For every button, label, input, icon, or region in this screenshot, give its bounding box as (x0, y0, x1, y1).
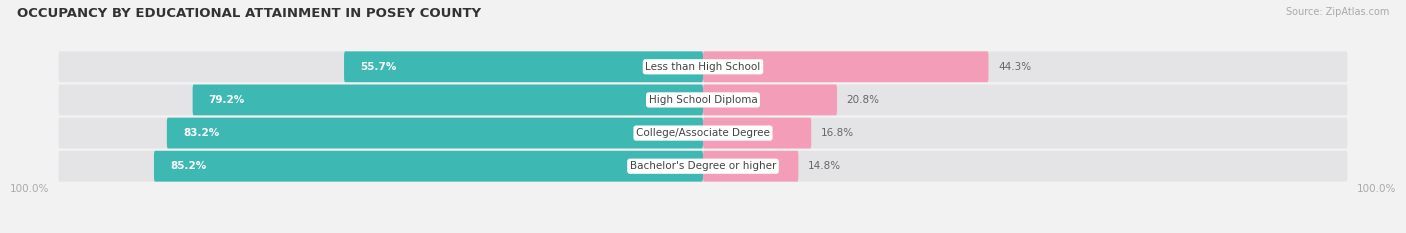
Text: Less than High School: Less than High School (645, 62, 761, 72)
FancyBboxPatch shape (167, 118, 703, 148)
FancyBboxPatch shape (703, 51, 988, 82)
FancyBboxPatch shape (59, 118, 1347, 148)
Text: Source: ZipAtlas.com: Source: ZipAtlas.com (1285, 7, 1389, 17)
Text: 83.2%: 83.2% (183, 128, 219, 138)
Text: 20.8%: 20.8% (846, 95, 880, 105)
Text: 85.2%: 85.2% (170, 161, 207, 171)
Text: High School Diploma: High School Diploma (648, 95, 758, 105)
Text: OCCUPANCY BY EDUCATIONAL ATTAINMENT IN POSEY COUNTY: OCCUPANCY BY EDUCATIONAL ATTAINMENT IN P… (17, 7, 481, 20)
Text: 100.0%: 100.0% (1357, 184, 1396, 194)
Text: Bachelor's Degree or higher: Bachelor's Degree or higher (630, 161, 776, 171)
Text: 100.0%: 100.0% (10, 184, 49, 194)
FancyBboxPatch shape (59, 51, 1347, 82)
FancyBboxPatch shape (703, 85, 837, 115)
FancyBboxPatch shape (59, 85, 1347, 115)
Text: 55.7%: 55.7% (360, 62, 396, 72)
FancyBboxPatch shape (344, 51, 703, 82)
Text: 14.8%: 14.8% (808, 161, 841, 171)
Text: College/Associate Degree: College/Associate Degree (636, 128, 770, 138)
FancyBboxPatch shape (703, 118, 811, 148)
FancyBboxPatch shape (193, 85, 703, 115)
FancyBboxPatch shape (59, 151, 1347, 182)
Text: 16.8%: 16.8% (821, 128, 853, 138)
Text: 44.3%: 44.3% (998, 62, 1031, 72)
Text: 79.2%: 79.2% (208, 95, 245, 105)
FancyBboxPatch shape (155, 151, 703, 182)
FancyBboxPatch shape (703, 151, 799, 182)
